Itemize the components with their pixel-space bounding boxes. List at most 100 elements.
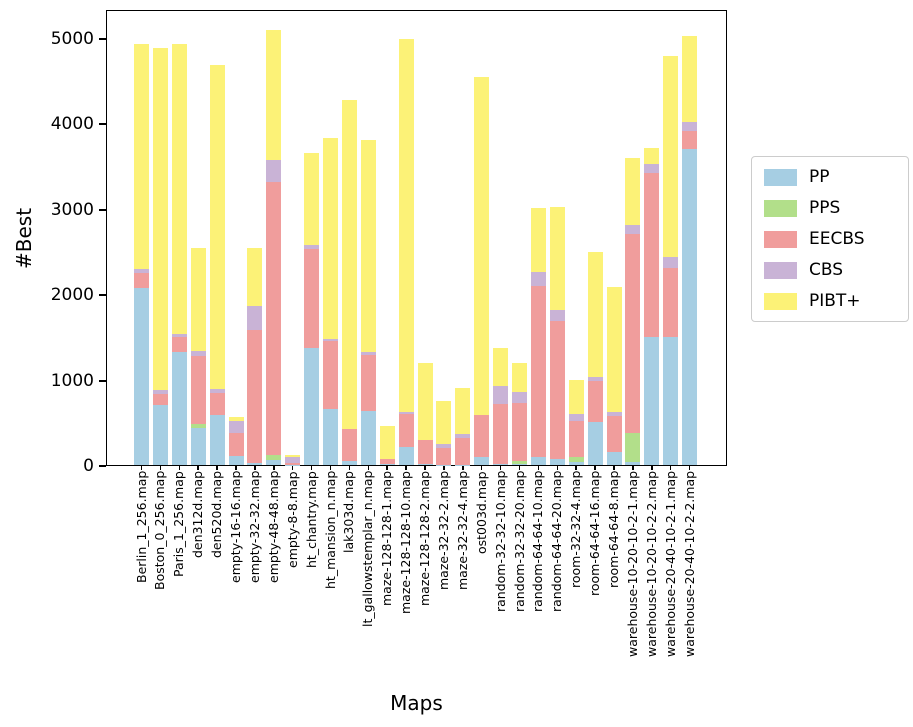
x-tick-mark — [518, 466, 521, 470]
plot-area — [106, 10, 727, 466]
legend-swatch — [764, 292, 797, 310]
bar-segment — [360, 140, 376, 353]
bar-stack — [247, 248, 263, 465]
bar-segment — [682, 149, 698, 465]
bar-segment — [398, 38, 414, 412]
x-tick-label: maze-128-128-2.map — [417, 471, 432, 607]
bar-segment — [171, 333, 187, 338]
x-tick-mark — [140, 466, 143, 470]
bar-segment — [228, 456, 244, 465]
x-tick-label: room-32-32-4.map — [568, 471, 584, 589]
legend-swatch — [764, 230, 797, 248]
bar-stack — [644, 148, 660, 465]
bar-segment — [644, 148, 660, 164]
x-tick-label: empty-16-16.map — [228, 471, 243, 584]
y-tick-mark — [99, 208, 106, 211]
bar-stack — [417, 362, 433, 465]
bar-segment — [323, 338, 338, 341]
legend-label: PP — [809, 167, 830, 187]
bar-stack — [304, 152, 320, 465]
x-tick-label: den520d.map — [209, 471, 225, 559]
bar-segment — [606, 416, 622, 453]
bar-segment — [455, 388, 471, 435]
bar-segment — [341, 460, 357, 465]
x-tick-label: den312d.map — [190, 471, 206, 559]
bar-segment — [474, 77, 490, 416]
legend-label: PPS — [809, 198, 841, 218]
legend-swatch — [764, 261, 797, 279]
bar-segment — [417, 464, 433, 465]
x-tick-mark — [367, 466, 370, 470]
bar-stack — [398, 38, 414, 465]
bar-segment — [568, 457, 584, 463]
y-tick-mark — [99, 294, 106, 297]
legend-entry: PP — [764, 168, 896, 186]
x-axis-title: Maps — [390, 691, 443, 715]
bar-segment — [606, 452, 622, 465]
bar-segment — [304, 248, 320, 349]
bar-stack — [266, 29, 282, 465]
bar-segment — [152, 394, 168, 406]
legend-entry: PIBT+ — [764, 292, 896, 310]
x-tick-mark — [178, 466, 181, 470]
bar-segment — [209, 415, 225, 465]
bar-segment — [682, 131, 698, 150]
x-tick-label: random-64-64-10.map — [530, 471, 546, 613]
bar-segment — [682, 36, 698, 123]
bar-segment — [493, 464, 509, 465]
bar-segment — [266, 454, 282, 460]
bar-segment — [512, 460, 527, 465]
bar-segment — [209, 64, 225, 390]
y-tick-label: 3000 — [50, 199, 94, 220]
x-tick-mark — [443, 466, 445, 470]
bar-segment — [134, 272, 149, 288]
bar-segment — [152, 389, 168, 395]
bar-segment — [134, 268, 149, 273]
bar-stack — [436, 400, 452, 465]
x-tick-mark — [405, 466, 407, 470]
bar-segment — [568, 414, 584, 422]
bar-segment — [663, 55, 679, 257]
legend-label: EECBS — [809, 229, 865, 249]
bar-segment — [398, 411, 414, 415]
bar-stack — [152, 47, 168, 465]
x-tick-label: warehouse-20-40-10-2-1.map — [662, 471, 678, 658]
x-tick-label: empty-48-48.map — [265, 471, 281, 584]
bar-segment — [663, 268, 679, 338]
bar-segment — [625, 462, 641, 465]
bar-segment — [512, 464, 527, 465]
bar-segment — [587, 377, 603, 381]
bar-segment — [171, 337, 187, 352]
bar-segment — [247, 248, 263, 306]
bar-stack — [209, 64, 225, 465]
bar-segment — [360, 352, 376, 355]
bar-segment — [247, 330, 263, 463]
bar-stack — [474, 77, 490, 465]
bar-segment — [285, 454, 301, 457]
bar-stack — [625, 158, 641, 465]
y-tick-mark — [99, 38, 106, 40]
bar-segment — [568, 462, 584, 465]
bar-stack — [134, 44, 149, 465]
x-tick-mark — [651, 466, 653, 470]
y-tick-label: 0 — [83, 456, 94, 476]
bar-segment — [568, 379, 584, 415]
bar-segment — [304, 152, 320, 246]
bar-segment — [190, 424, 206, 429]
bar-segment — [530, 457, 546, 465]
bar-segment — [360, 354, 376, 412]
bar-segment — [530, 285, 546, 458]
x-tick-mark — [424, 466, 426, 470]
bar-segment — [625, 234, 641, 434]
bar-segment — [549, 459, 565, 465]
y-tick-mark — [99, 123, 106, 126]
x-tick-mark — [575, 466, 577, 470]
bar-segment — [228, 421, 244, 434]
bar-segment — [341, 429, 357, 461]
x-tick-label: room-64-64-8.map — [606, 471, 621, 589]
x-tick-label: ht_chantry.map — [303, 471, 319, 568]
x-tick-mark — [348, 466, 351, 470]
bar-segment — [190, 356, 206, 425]
bar-segment — [455, 434, 471, 439]
